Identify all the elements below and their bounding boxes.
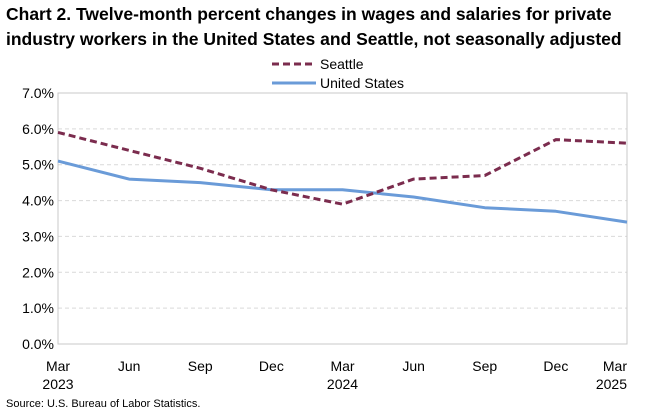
series-line-united-states [57, 159, 628, 224]
y-tick-label: 4.0% [22, 193, 54, 209]
x-tick-label: Mar [330, 358, 354, 374]
x-tick-year: 2025 [596, 376, 627, 392]
x-tick-label: Mar [46, 358, 70, 374]
y-tick-label: 1.0% [22, 300, 54, 316]
x-tick-label: Dec [543, 358, 568, 374]
x-tick-year: 2023 [42, 376, 73, 392]
x-axis-ticks: Mar 2023 Jun Sep Dec Mar 2024 Jun Sep Dec Mar 2025 [42, 358, 627, 392]
legend-label: Seattle [320, 56, 364, 72]
y-tick-label: 2.0% [22, 264, 54, 280]
y-axis-ticks: 0.0% 1.0% 2.0% 3.0% 4.0% 5.0% 6.0% 7.0% [22, 85, 54, 352]
source-note: Source: U.S. Bureau of Labor Statistics. [6, 398, 201, 410]
plot-area-border [57, 92, 628, 345]
y-tick-label: 5.0% [22, 157, 54, 173]
x-tick-label: Dec [259, 358, 284, 374]
x-tick-year: 2024 [327, 376, 358, 392]
x-tick-label: Sep [472, 358, 497, 374]
line-chart: 0.0% 1.0% 2.0% 3.0% 4.0% 5.0% 6.0% 7.0% Mar 2023… [22, 56, 628, 392]
x-tick-label: Jun [402, 358, 425, 374]
series-line-seattle [57, 130, 628, 206]
y-tick-label: 6.0% [22, 121, 54, 137]
legend-label: United States [320, 75, 404, 91]
y-tick-label: 7.0% [22, 85, 54, 101]
y-tick-label: 0.0% [22, 336, 54, 352]
x-tick-label: Mar [603, 358, 627, 374]
x-tick-label: Sep [188, 358, 213, 374]
chart-title: Chart 2. Twelve-month percent changes in… [6, 4, 622, 49]
legend: Seattle United States [272, 56, 404, 91]
series-lines [57, 130, 628, 224]
y-tick-label: 3.0% [22, 228, 54, 244]
grid-lines [58, 128, 627, 309]
x-tick-label: Jun [118, 358, 141, 374]
